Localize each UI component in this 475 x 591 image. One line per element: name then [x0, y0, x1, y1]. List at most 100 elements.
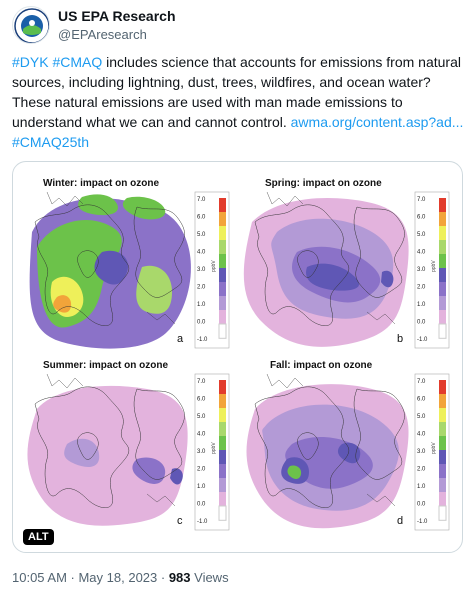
colorbar-band	[439, 436, 446, 451]
colorbar-band	[439, 380, 446, 395]
colorbar-band	[219, 492, 226, 507]
colorbar-band	[439, 464, 446, 479]
panel-c-label: c	[177, 515, 183, 527]
colorbar-band	[219, 478, 226, 493]
colorbar-tick-label: 5.0	[197, 232, 206, 238]
colorbar-tick-label: 0.0	[197, 502, 206, 508]
colorbar-band	[219, 422, 226, 437]
colorbar-tick-label: 2.0	[417, 467, 426, 473]
colorbar-band	[439, 268, 446, 283]
colorbar-tick-label: 2.0	[197, 467, 206, 473]
colorbar-d: 7.0 6.0 5.0 4.0 3.0 2.0 1.0 0.0 -1.0 ppbV	[414, 373, 450, 531]
panel-c-title: Summer: impact on ozone	[43, 360, 168, 371]
colorbar-unit-label: ppbV	[431, 442, 437, 454]
account-name[interactable]: US EPA Research	[58, 8, 176, 24]
colorbar-tick-label: 3.0	[417, 449, 426, 455]
colorbar-band	[439, 212, 446, 227]
colorbar-tick-label: 4.0	[417, 432, 426, 438]
tweet-timestamp[interactable]: 10:05 AM · May 18, 2023 ·	[12, 570, 169, 585]
colorbar-tick-label: 7.0	[197, 379, 206, 385]
colorbar-band	[219, 268, 226, 283]
colorbar-c: 7.0 6.0 5.0 4.0 3.0 2.0 1.0 0.0 -1.0 ppbV	[194, 373, 230, 531]
colorbar-tick-label: 7.0	[417, 197, 426, 203]
colorbar-band	[439, 240, 446, 255]
colorbar-band	[438, 505, 447, 521]
colorbar-tick-label: -1.0	[197, 519, 208, 525]
views-label: Views	[190, 570, 229, 585]
colorbar-band	[219, 296, 226, 311]
colorbar-band	[439, 282, 446, 297]
colorbar-band	[438, 323, 447, 339]
tweet-footer: 10:05 AM · May 18, 2023 · 983 Views	[12, 570, 229, 585]
colorbar-band	[219, 310, 226, 325]
colorbar-band	[219, 464, 226, 479]
hashtag-dyk[interactable]: #DYK	[12, 54, 49, 70]
colorbar-band	[219, 450, 226, 465]
colorbar-a: 7.0 6.0 5.0 4.0 3.0 2.0 1.0 0.0 -1.0 ppbV	[194, 191, 230, 349]
tweet-media-image[interactable]: Winter: impact on ozone a 7.0 6.0 5.0 4.0 3.…	[12, 161, 463, 553]
tweet-body: includes science that accounts for emiss…	[12, 54, 461, 130]
colorbar-tick-label: 0.0	[197, 320, 206, 326]
ozone-maps-figure: Winter: impact on ozone a 7.0 6.0 5.0 4.0 3.…	[27, 178, 450, 531]
colorbar-tick-label: 4.0	[417, 250, 426, 256]
colorbar-tick-label: 3.0	[197, 267, 206, 273]
colorbar-tick-label: 6.0	[417, 215, 426, 221]
colorbar-band	[439, 198, 446, 213]
colorbar-band	[439, 408, 446, 423]
tweet-text: #DYK #CMAQ includes science that account…	[12, 52, 464, 152]
colorbar-tick-label: -1.0	[197, 337, 208, 343]
views-count: 983	[168, 570, 191, 585]
tweet-link[interactable]: awma.org/content.asp?ad...	[290, 114, 464, 130]
colorbar-tick-label: 5.0	[417, 232, 426, 238]
panel-a-label: a	[177, 333, 184, 345]
panel-d-label: d	[397, 515, 403, 527]
colorbar-band	[439, 254, 446, 269]
colorbar-unit-label: ppbV	[211, 442, 217, 454]
colorbar-band	[219, 226, 226, 241]
colorbar-band	[439, 478, 446, 493]
colorbar-tick-label: 6.0	[197, 397, 206, 403]
colorbar-band	[219, 254, 226, 269]
colorbar-tick-label: 0.0	[417, 502, 426, 508]
colorbar-tick-label: 1.0	[417, 302, 426, 308]
hashtag-cmaq25th[interactable]: #CMAQ25th	[12, 134, 90, 150]
colorbar-band	[218, 323, 227, 339]
colorbar-band	[219, 282, 226, 297]
colorbar-tick-label: 5.0	[417, 414, 426, 420]
colorbar-band	[439, 310, 446, 325]
colorbar-tick-label: 2.0	[417, 285, 426, 291]
panel-b-label: b	[397, 333, 403, 345]
panel-b-title: Spring: impact on ozone	[265, 178, 382, 189]
colorbar-band	[219, 198, 226, 213]
colorbar-tick-label: 4.0	[197, 432, 206, 438]
colorbar-band	[218, 505, 227, 521]
colorbar-tick-label: 3.0	[197, 449, 206, 455]
colorbar-tick-label: 6.0	[417, 397, 426, 403]
colorbar-tick-label: 3.0	[417, 267, 426, 273]
colorbar-band	[439, 296, 446, 311]
colorbar-tick-label: 7.0	[197, 197, 206, 203]
colorbar-band	[219, 212, 226, 227]
colorbar-tick-label: 7.0	[417, 379, 426, 385]
colorbar-band	[219, 436, 226, 451]
alt-badge[interactable]: ALT	[23, 529, 54, 545]
colorbar-tick-label: 0.0	[417, 320, 426, 326]
hashtag-cmaq[interactable]: #CMAQ	[52, 54, 103, 70]
colorbar-band	[219, 408, 226, 423]
colorbar-tick-label: 2.0	[197, 285, 206, 291]
panel-a-title: Winter: impact on ozone	[43, 178, 159, 189]
avatar[interactable]	[12, 6, 50, 44]
colorbar-tick-label: 5.0	[197, 414, 206, 420]
account-handle[interactable]: @EPAresearch	[58, 27, 147, 42]
colorbar-band	[219, 394, 226, 409]
colorbar-band	[439, 226, 446, 241]
colorbar-band	[219, 240, 226, 255]
colorbar-band	[439, 422, 446, 437]
colorbar-tick-label: -1.0	[417, 337, 428, 343]
colorbar-unit-label: ppbV	[431, 260, 437, 272]
colorbar-unit-label: ppbV	[211, 260, 217, 272]
colorbar-tick-label: 1.0	[197, 484, 206, 490]
colorbar-tick-label: 4.0	[197, 250, 206, 256]
epa-seal-icon	[14, 8, 49, 43]
colorbar-band	[439, 450, 446, 465]
